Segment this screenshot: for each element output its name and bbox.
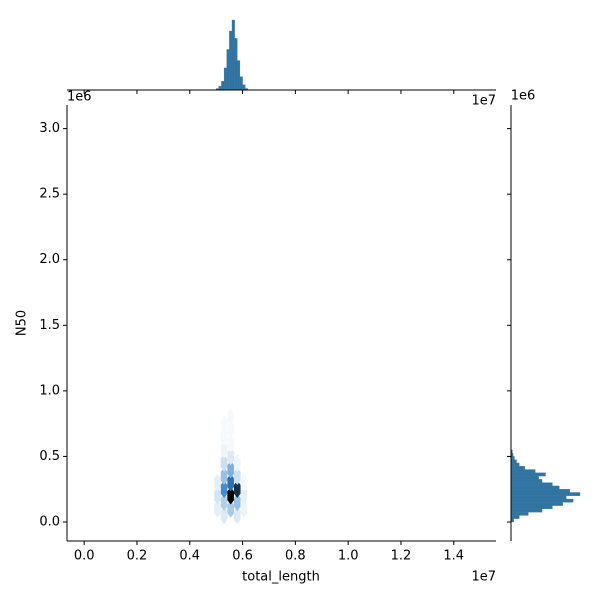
y-offset-label: 1e6 bbox=[67, 90, 92, 105]
hexbin bbox=[233, 493, 241, 512]
x-tick-label: 0.0 bbox=[74, 549, 95, 564]
y-hist-bar bbox=[510, 498, 574, 503]
x-hist-bar bbox=[242, 84, 246, 91]
hexbin bbox=[227, 487, 234, 505]
hexbin bbox=[220, 467, 228, 485]
hexbin bbox=[220, 493, 228, 512]
x-tick-label: 1.2 bbox=[391, 549, 412, 564]
x-tick-label: 0.8 bbox=[285, 549, 306, 564]
x-tick-label: 0.2 bbox=[127, 549, 148, 564]
x-hist-bar bbox=[239, 76, 243, 91]
hexbin bbox=[220, 441, 228, 459]
hexbin bbox=[220, 428, 228, 446]
y-hist-bar bbox=[510, 475, 539, 480]
y-tick-label: 1.5 bbox=[39, 318, 60, 333]
y-tick-label: 3.0 bbox=[39, 121, 60, 136]
x-hist-bar bbox=[237, 60, 241, 91]
y-tick-label: 2.0 bbox=[39, 252, 60, 267]
y-hist-bar bbox=[510, 505, 553, 510]
x-hist-bar bbox=[226, 49, 230, 91]
x-tick-label: 0.4 bbox=[179, 549, 200, 564]
hexbin bbox=[233, 467, 241, 485]
hexbin bbox=[220, 454, 228, 472]
x-tick-label: 1.4 bbox=[443, 549, 464, 564]
x-hist-bar bbox=[231, 19, 235, 91]
hexbin bbox=[227, 473, 234, 492]
y-hist-bar bbox=[510, 485, 560, 490]
x-hist-bar bbox=[223, 67, 227, 91]
y-hist-bar bbox=[510, 502, 563, 506]
hexbin bbox=[227, 447, 234, 466]
y-hist-bar bbox=[510, 508, 543, 513]
hexbin bbox=[227, 460, 234, 479]
hexbin bbox=[214, 473, 221, 492]
x-offset-label: 1e7 bbox=[471, 94, 496, 109]
x-tick-label: 0.6 bbox=[232, 549, 253, 564]
y-tick-label: 2.5 bbox=[39, 187, 60, 202]
x-hist-bar bbox=[229, 30, 233, 91]
y-hist-bar bbox=[510, 482, 553, 487]
y-hist-bar bbox=[510, 495, 567, 500]
hexbin bbox=[240, 473, 248, 492]
y-hist-bar bbox=[510, 489, 570, 493]
y-hist-bar bbox=[510, 466, 525, 470]
y-hist-bar bbox=[510, 459, 517, 464]
x-tick-label: 1.0 bbox=[338, 549, 359, 564]
hexbin bbox=[240, 487, 248, 505]
y-offset-label: 1e6 bbox=[511, 89, 536, 104]
hexbin bbox=[227, 408, 234, 426]
y-tick-label: 0.0 bbox=[39, 514, 60, 529]
x-hist-bar bbox=[234, 38, 238, 91]
hexbin bbox=[233, 506, 241, 525]
hexbin bbox=[233, 480, 241, 498]
y-hist-bar bbox=[510, 462, 520, 467]
hexbin bbox=[227, 500, 234, 518]
y-hist-bar bbox=[510, 512, 529, 516]
y-hist-bar bbox=[510, 456, 515, 460]
hexbin bbox=[214, 500, 221, 518]
y-hist-bar bbox=[510, 515, 520, 519]
x-axis-label: total_length bbox=[242, 570, 320, 585]
y-hist-bar bbox=[510, 479, 543, 483]
y-hist-bar bbox=[510, 469, 536, 473]
y-hist-bar bbox=[510, 472, 546, 477]
hexbin bbox=[233, 454, 241, 472]
hexbin bbox=[214, 487, 221, 505]
hexbin bbox=[220, 480, 228, 498]
x-offset-label: 1e7 bbox=[471, 570, 496, 585]
hexbin bbox=[227, 434, 234, 453]
y-axis-label: N50 bbox=[15, 310, 30, 336]
hexbin bbox=[240, 500, 248, 518]
hexbin bbox=[220, 414, 228, 433]
x-hist-bar bbox=[221, 81, 225, 91]
hexbin bbox=[227, 421, 234, 439]
y-tick-label: 1.0 bbox=[39, 383, 60, 398]
hexbin bbox=[220, 506, 228, 525]
y-tick-label: 0.5 bbox=[39, 449, 60, 464]
y-hist-bar bbox=[510, 492, 581, 496]
x-hist-bar bbox=[218, 86, 222, 91]
